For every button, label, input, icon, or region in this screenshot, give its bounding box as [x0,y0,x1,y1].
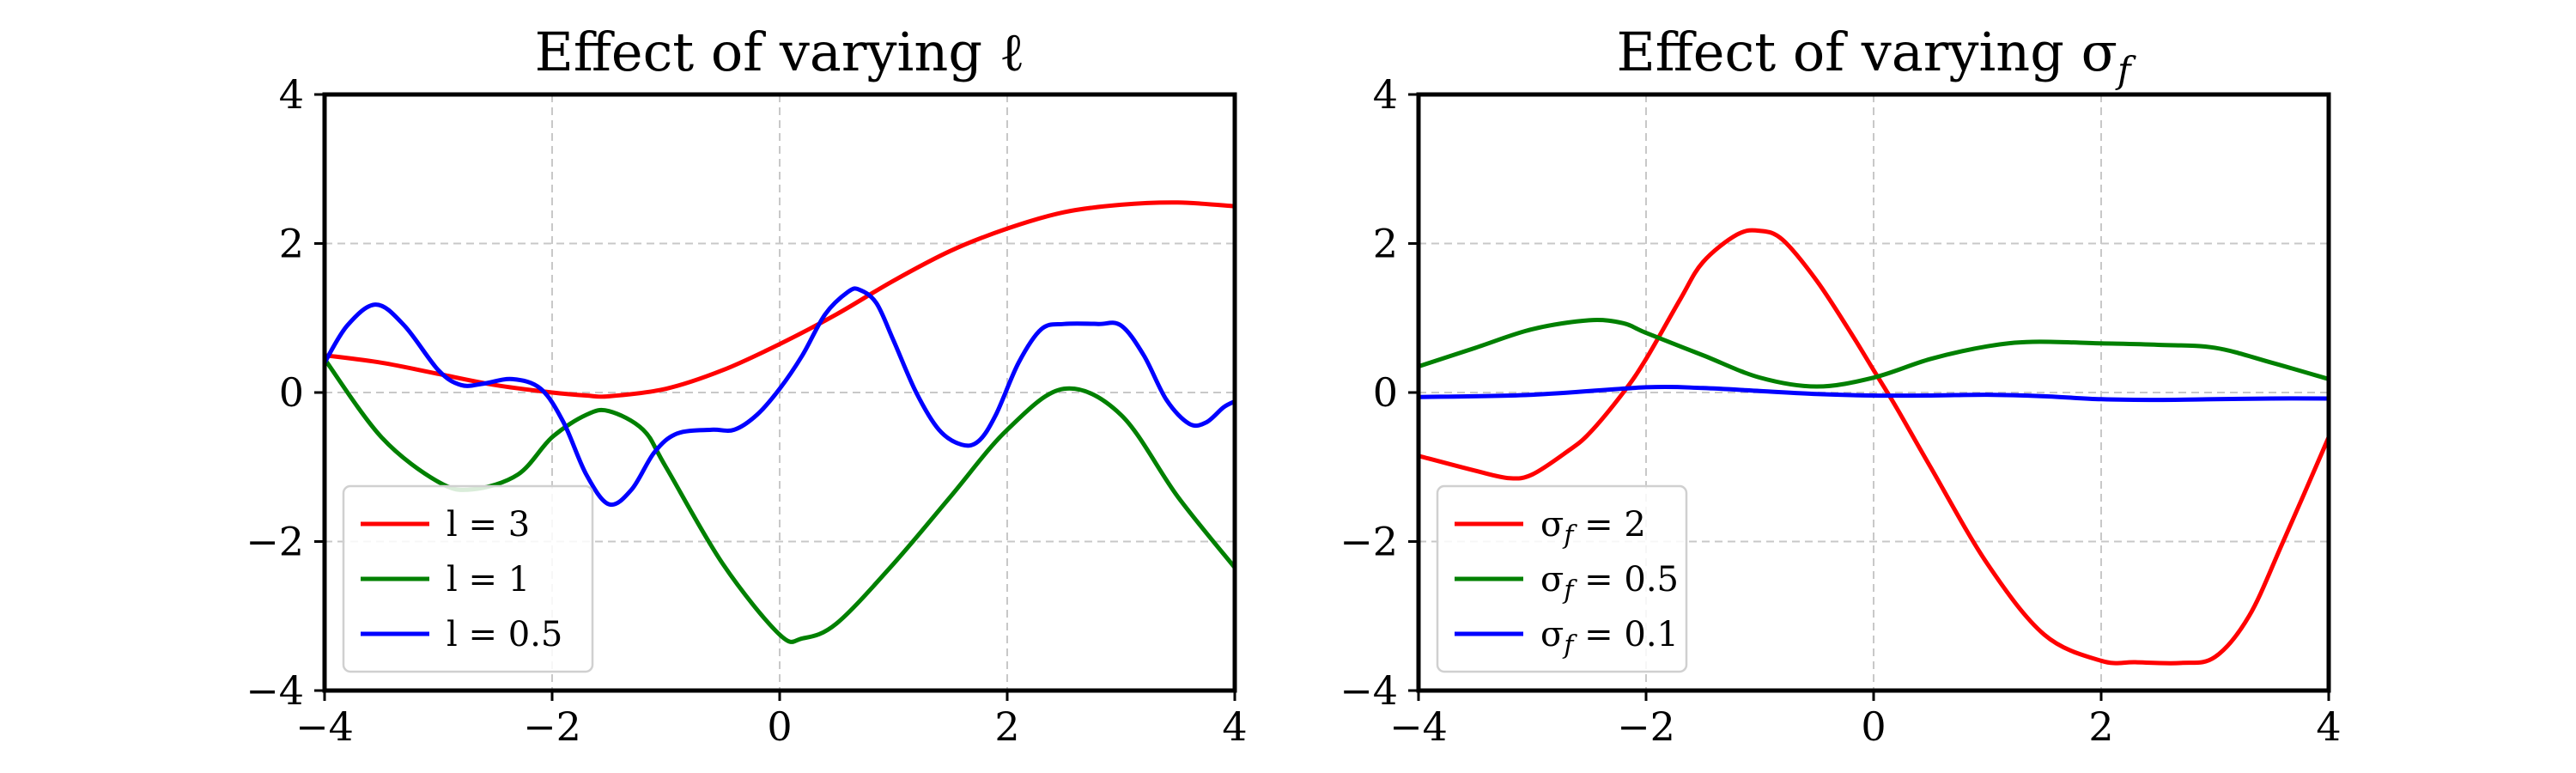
x-tick-label: −4 [1389,703,1448,750]
legend-label-2: l = 0.5 [447,615,562,654]
y-tick-label: −2 [1340,519,1398,565]
x-tick-label: −4 [295,703,354,750]
y-tick-label: 0 [279,369,304,416]
series-line-0 [1419,228,2329,666]
x-tick-label: 2 [2088,703,2113,750]
series-line-1 [1419,318,2329,389]
x-tick-label: 2 [994,703,1019,750]
legend: σf = 2 σf = 0.5 σf = 0.1 [1436,484,1688,673]
legend-box [342,484,594,673]
y-tick-label: 4 [1373,71,1398,118]
legend-box [1436,484,1688,673]
y-tick-label: 2 [279,221,304,267]
x-tick-label: −2 [1617,703,1675,750]
legend-label-1: σf = 0.5 [1540,560,1679,606]
series-line-2 [325,286,1235,508]
legend-label-1: l = 1 [447,560,530,600]
y-tick-label: 0 [1373,369,1398,416]
series-line-2 [1419,384,2329,403]
series-group [1419,228,2329,666]
x-tick-label: 4 [1222,703,1247,750]
y-tick-label: −4 [1340,667,1398,714]
y-tick-label: −4 [246,667,304,714]
x-tick-label: 0 [767,703,792,750]
legend-label-2: σf = 0.1 [1540,615,1679,660]
x-tick-label: −2 [523,703,581,750]
chart-title: Effect of varying σf [1616,21,2136,91]
chart-title: Effect of varying ℓ [535,21,1025,83]
x-tick-label: 0 [1861,703,1886,750]
y-tick-label: −2 [246,519,304,565]
legend-label-0: σf = 2 [1540,505,1646,551]
chart-panel-right: −4 −2 0 2 4 −4 −2 0 2 4 Effect of varying σf σf = 2… [1340,21,2341,750]
legend: l = 3 l = 1 l = 0.5 [342,484,594,673]
legend-label-0: l = 3 [447,505,530,545]
y-tick-label: 4 [279,71,304,118]
y-tick-label: 2 [1373,221,1398,267]
x-tick-label: 4 [2316,703,2341,750]
